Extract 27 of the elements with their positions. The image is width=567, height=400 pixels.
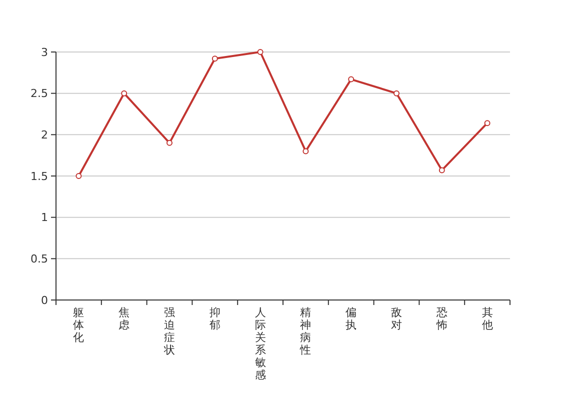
point [121, 90, 128, 96]
point [302, 148, 309, 154]
point [166, 140, 172, 146]
y-tick-label: 0.5 [30, 252, 48, 266]
x-tick-label: 强迫症状 [163, 306, 175, 356]
x-tick-label: 躯体化 [73, 306, 84, 344]
y-tick-label: 1.5 [30, 170, 48, 183]
point [394, 90, 400, 96]
y-tick-label: 1 [41, 211, 48, 224]
point [438, 167, 445, 174]
point [257, 49, 264, 55]
x-tick-label: 精神病性 [299, 306, 312, 356]
x-tick-label: 抑郁 [209, 306, 220, 332]
x-tick-label: 敌对 [391, 306, 402, 332]
y-tick-label: 2 [41, 128, 48, 142]
x-tick-label: 其他 [482, 306, 493, 332]
point [212, 56, 218, 62]
x-tick-label: 焦虑 [118, 306, 130, 332]
point [484, 120, 490, 126]
y-tick-label: 3 [41, 46, 48, 59]
y-tick-label: 2.5 [30, 87, 48, 100]
point [348, 76, 354, 82]
x-tick-label: 恐怖 [435, 306, 448, 332]
x-tick-label: 偏执 [346, 306, 357, 332]
x-tick-label: 人际关系敏感 [254, 306, 266, 382]
y-tick-label: 0 [41, 294, 48, 307]
point [76, 173, 82, 179]
